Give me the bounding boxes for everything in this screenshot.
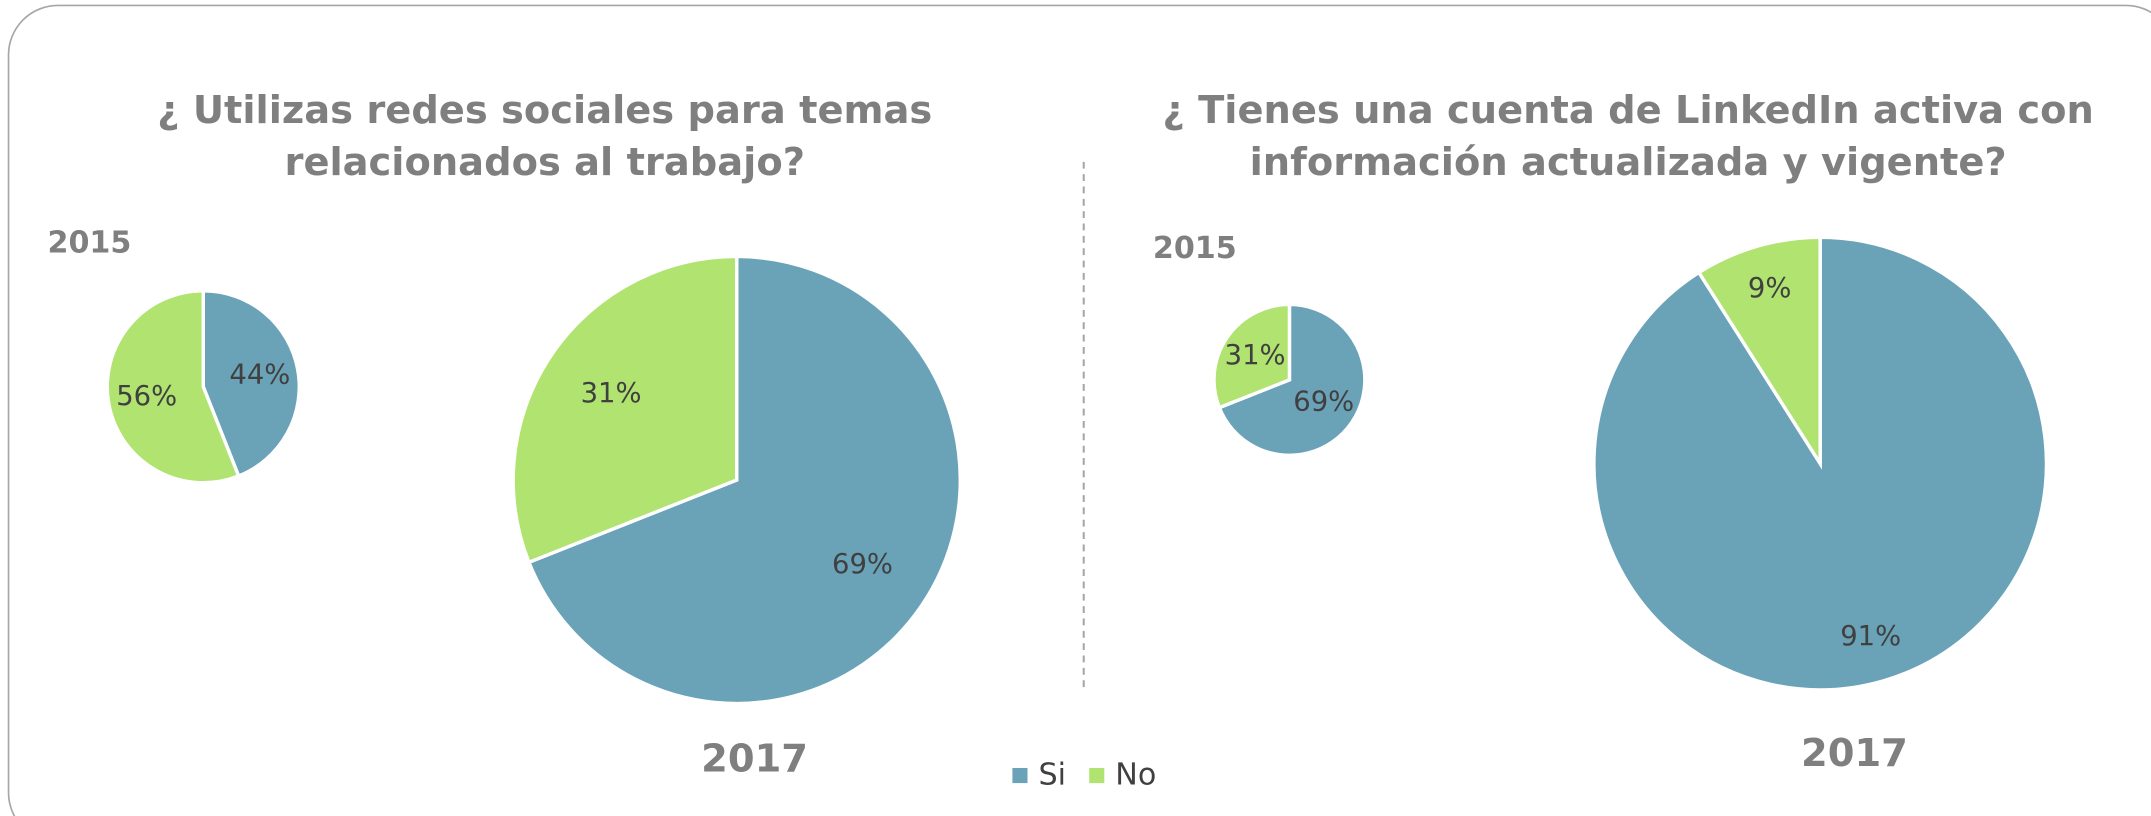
data-label: 44% (229, 359, 290, 390)
data-label: 31% (581, 378, 642, 409)
pie-slice (105, 289, 241, 485)
pie-slice (511, 254, 739, 565)
data-label: 69% (1293, 387, 1354, 418)
legend-label: Si (1038, 758, 1066, 793)
pie-slice (526, 254, 962, 706)
heading-line: ¿ Tienes una cuenta de LinkedIn activa c… (1162, 88, 2093, 133)
chart-title: 2017 (701, 737, 808, 782)
data-label: 91% (1840, 621, 1901, 652)
data-label: 9% (1748, 273, 1791, 304)
pie-slice (201, 289, 301, 479)
chart-title: 2017 (1801, 731, 1908, 776)
frame (7, 4, 2151, 816)
heading-line: ¿ Utilizas redes sociales para temas (157, 88, 932, 133)
chart-title: 2015 (1153, 231, 1237, 266)
data-label: 56% (116, 381, 177, 412)
legend-swatch (1012, 768, 1028, 784)
pie-slice (1212, 302, 1292, 410)
legend-label: No (1115, 758, 1156, 793)
legend-swatch (1089, 768, 1105, 784)
heading-line: información actualizada y vigente? (1250, 140, 2007, 185)
pie-slice (1217, 302, 1367, 457)
data-label: 69% (832, 549, 893, 580)
heading-line: relacionados al trabajo? (285, 140, 805, 185)
pie-slice (1696, 235, 1822, 470)
data-label: 31% (1225, 340, 1286, 371)
chart-title: 2015 (47, 226, 131, 261)
